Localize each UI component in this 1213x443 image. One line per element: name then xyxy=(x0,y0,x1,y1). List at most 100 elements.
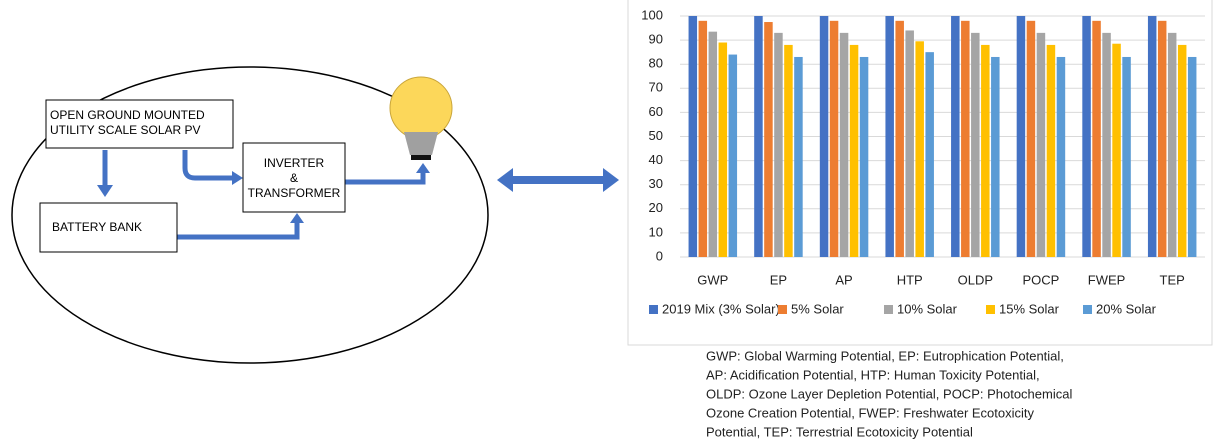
bar xyxy=(1122,56,1131,257)
bar xyxy=(718,42,728,258)
node-label: BATTERY BANK xyxy=(52,220,142,234)
arrowhead xyxy=(603,168,619,192)
arrow xyxy=(182,150,232,181)
double-arrow-shaft xyxy=(512,176,604,184)
bar xyxy=(1056,56,1066,257)
y-tick-label: 50 xyxy=(649,128,663,143)
legend-label: 5% Solar xyxy=(791,301,844,316)
y-tick-label: 40 xyxy=(649,152,663,167)
bulb-cap xyxy=(411,155,431,160)
bar xyxy=(991,56,1000,257)
y-tick-label: 100 xyxy=(641,7,663,22)
bar xyxy=(961,20,970,257)
node-label: OPEN GROUND MOUNTED xyxy=(50,108,205,122)
bar xyxy=(971,32,980,258)
bar xyxy=(951,16,960,257)
bar xyxy=(1167,32,1177,258)
caption-line: GWP: Global Warming Potential, EP: Eutro… xyxy=(706,348,1064,363)
node-box xyxy=(39,202,178,253)
y-tick-label: 0 xyxy=(656,248,663,263)
bar xyxy=(859,56,869,257)
legend-swatch xyxy=(884,305,893,314)
bar xyxy=(728,54,738,258)
y-tick-label: 10 xyxy=(649,224,663,239)
bar xyxy=(1026,20,1036,257)
x-tick-label: GWP xyxy=(697,272,728,287)
bar xyxy=(839,32,849,258)
bar xyxy=(784,44,793,257)
bar xyxy=(981,44,990,257)
diagram: OPEN GROUND MOUNTED UTILITY SCALE SOLAR … xyxy=(11,66,619,364)
arrowhead xyxy=(290,213,304,223)
arrowhead xyxy=(416,163,430,173)
arrowhead xyxy=(97,185,113,197)
bar xyxy=(885,16,894,257)
arrowhead xyxy=(497,168,513,192)
y-tick-label: 30 xyxy=(649,176,663,191)
bar xyxy=(849,44,859,257)
arrow xyxy=(177,222,300,240)
connectors xyxy=(102,150,426,240)
y-tick-label: 90 xyxy=(649,32,663,47)
light-bulb xyxy=(389,76,453,160)
caption-line: OLDP: Ozone Layer Depletion Potential, P… xyxy=(706,386,1072,401)
arrow xyxy=(345,172,426,185)
y-tick-label: 60 xyxy=(649,104,663,119)
legend-swatch xyxy=(986,305,995,314)
bar xyxy=(688,16,698,257)
caption-line: Potential, TEP: Terrestrial Ecotoxicity … xyxy=(706,424,973,439)
bar xyxy=(1177,44,1187,257)
bar xyxy=(905,30,914,258)
system-boundary xyxy=(11,66,489,364)
bar xyxy=(895,20,904,257)
bar xyxy=(925,52,934,258)
caption: GWP: Global Warming Potential, EP: Eutro… xyxy=(706,348,1072,439)
x-tick-label: FWEP xyxy=(1088,272,1126,287)
bar xyxy=(1036,32,1046,258)
bulb-base xyxy=(404,132,438,155)
bar xyxy=(1157,20,1167,257)
caption-line: Ozone Creation Potential, FWEP: Freshwat… xyxy=(706,405,1035,420)
bar xyxy=(1147,16,1157,257)
bar xyxy=(819,16,829,257)
node-box xyxy=(242,142,346,213)
bar xyxy=(1092,20,1101,257)
y-tick-label: 20 xyxy=(649,200,663,215)
legend-swatch xyxy=(1083,305,1092,314)
node-label: & xyxy=(290,171,298,185)
chart: 0 10 20 30 40 50 60 70 80 90 100 GWP EP AP HTP OLDP POCP… xyxy=(641,7,1205,316)
arrowhead xyxy=(232,171,243,185)
arrowheads xyxy=(97,163,619,223)
legend-label: 10% Solar xyxy=(897,301,958,316)
bar xyxy=(1187,56,1197,257)
bar xyxy=(1046,44,1056,257)
legend-label: 2019 Mix (3% Solar) xyxy=(662,301,780,316)
y-tick-label: 70 xyxy=(649,80,663,95)
x-tick-label: POCP xyxy=(1023,272,1060,287)
node-label: INVERTER xyxy=(264,156,325,170)
legend-label: 15% Solar xyxy=(999,301,1060,316)
bar xyxy=(754,16,763,257)
legend-swatch xyxy=(649,305,658,314)
x-tick-label: TEP xyxy=(1160,272,1185,287)
bar xyxy=(1016,16,1026,257)
bar xyxy=(708,31,718,258)
x-tick-label: HTP xyxy=(897,272,923,287)
x-tick-label: EP xyxy=(770,272,787,287)
bar xyxy=(829,20,839,257)
legend-label: 20% Solar xyxy=(1096,301,1157,316)
bar xyxy=(1102,32,1111,258)
bar xyxy=(764,22,773,258)
legend-swatch xyxy=(778,305,787,314)
node-box xyxy=(45,99,234,149)
bar xyxy=(794,56,803,257)
bulb-glass xyxy=(389,76,453,140)
bar xyxy=(698,20,708,257)
x-tick-label: OLDP xyxy=(958,272,993,287)
caption-line: AP: Acidification Potential, HTP: Human … xyxy=(706,367,1040,382)
bar xyxy=(915,41,924,258)
bar xyxy=(774,32,783,258)
bar xyxy=(1112,43,1121,258)
x-tick-label: AP xyxy=(835,272,852,287)
